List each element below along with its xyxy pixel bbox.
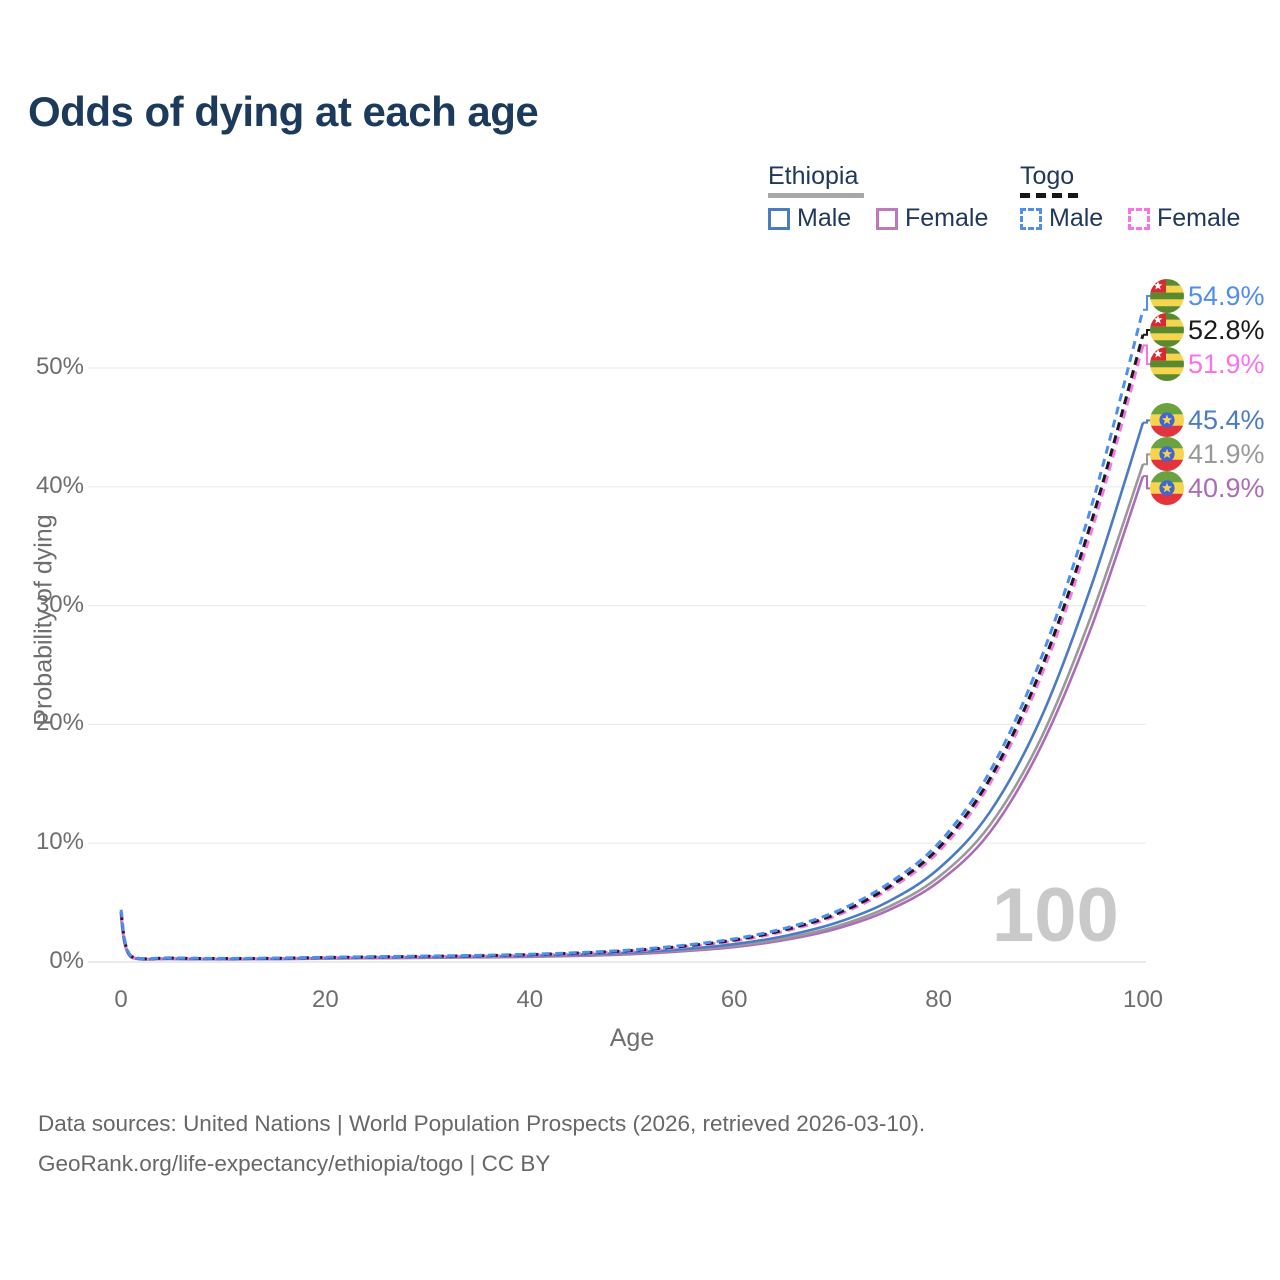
label-connector-togo-both <box>1143 328 1150 336</box>
flag-ethiopia-male <box>1150 403 1184 438</box>
legend-item-label: Male <box>1049 204 1104 232</box>
page-title: Odds of dying at each age <box>28 88 539 135</box>
legend-group-togo: Togo <box>1020 162 1075 190</box>
x-tick-label: 0 <box>114 986 128 1013</box>
end-label-togo-both: 52.8% <box>1188 314 1265 345</box>
legend-swatch-icon <box>1128 207 1150 230</box>
legend-item-label: Female <box>905 204 989 232</box>
legend-group-ethiopia: Ethiopia <box>768 162 859 190</box>
x-axis-title: Age <box>609 1024 655 1052</box>
x-tick-label: 100 <box>1122 986 1164 1013</box>
y-tick-label: 30% <box>35 590 84 618</box>
x-tick-label: 60 <box>720 986 748 1013</box>
label-connector-togo-male <box>1143 294 1150 311</box>
legend-item-label: Female <box>1157 204 1241 232</box>
legend-swatch-icon <box>768 207 790 230</box>
ethiopia-flag-icon <box>1150 471 1184 506</box>
series-line-ethiopia-male <box>119 422 1145 961</box>
series-line-ethiopia-both <box>119 463 1145 961</box>
series-line-ethiopia-female <box>119 475 1145 961</box>
attribution-text: GeoRank.org/life-expectancy/ethiopia/tog… <box>38 1151 551 1176</box>
flag-togo-male <box>1150 278 1184 313</box>
series-line-togo-male <box>119 309 1145 961</box>
legend-underline-ethiopia <box>768 193 864 198</box>
label-connector-ethiopia-both <box>1143 453 1150 466</box>
legend-swatch-icon <box>1020 207 1042 230</box>
flag-togo-both <box>1150 312 1184 347</box>
y-tick-label: 20% <box>35 709 84 737</box>
y-tick-label: 10% <box>35 828 84 856</box>
x-tick-label: 80 <box>925 986 952 1013</box>
togo-flag-icon <box>1150 312 1184 347</box>
series-line-togo-both <box>119 334 1145 961</box>
end-label-ethiopia-female: 40.9% <box>1188 473 1265 504</box>
label-connector-ethiopia-male <box>1143 419 1150 424</box>
togo-flag-icon <box>1150 346 1184 381</box>
label-connector-ethiopia-female <box>1143 475 1150 490</box>
legend-item-togo-female[interactable]: Female <box>1128 204 1240 233</box>
y-tick-label: 40% <box>35 471 84 499</box>
end-label-togo-male: 54.9% <box>1188 280 1265 311</box>
legend-swatch-icon <box>876 207 898 230</box>
legend-item-togo-male[interactable]: Male <box>1020 204 1103 233</box>
legend-item-label: Male <box>797 204 852 232</box>
flag-ethiopia-both <box>1150 437 1184 472</box>
label-connector-togo-female <box>1143 344 1150 365</box>
hover-age-watermark: 100 <box>992 873 1119 958</box>
y-tick-label: 50% <box>35 353 84 380</box>
y-tick-label: 0% <box>49 947 84 974</box>
data-sources-text: Data sources: United Nations | World Pop… <box>38 1111 926 1136</box>
ethiopia-flag-icon <box>1150 403 1184 438</box>
flag-togo-female <box>1150 346 1184 381</box>
end-label-togo-female: 51.9% <box>1188 348 1265 379</box>
end-label-ethiopia-male: 45.4% <box>1188 405 1265 436</box>
footer: Data sources: United Nations | World Pop… <box>38 1104 925 1184</box>
x-tick-label: 20 <box>312 986 339 1013</box>
series-line-togo-female <box>119 345 1145 961</box>
legend-underline-togo <box>1020 193 1078 198</box>
ethiopia-flag-icon <box>1150 437 1184 472</box>
end-label-ethiopia-both: 41.9% <box>1188 439 1265 470</box>
legend-item-ethiopia-female[interactable]: Female <box>876 204 988 233</box>
togo-flag-icon <box>1150 278 1184 313</box>
flag-ethiopia-female <box>1150 471 1184 506</box>
x-tick-label: 40 <box>516 986 544 1013</box>
legend-item-ethiopia-male[interactable]: Male <box>768 204 851 233</box>
